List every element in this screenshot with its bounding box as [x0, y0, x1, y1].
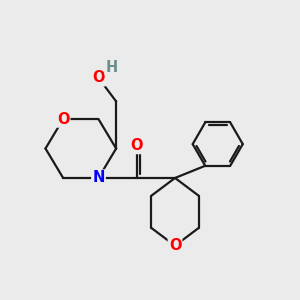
Text: H: H	[106, 60, 118, 75]
Text: N: N	[92, 170, 105, 185]
Text: O: O	[130, 138, 143, 153]
Text: O: O	[169, 238, 181, 253]
Text: O: O	[92, 70, 105, 86]
Text: O: O	[57, 112, 69, 127]
